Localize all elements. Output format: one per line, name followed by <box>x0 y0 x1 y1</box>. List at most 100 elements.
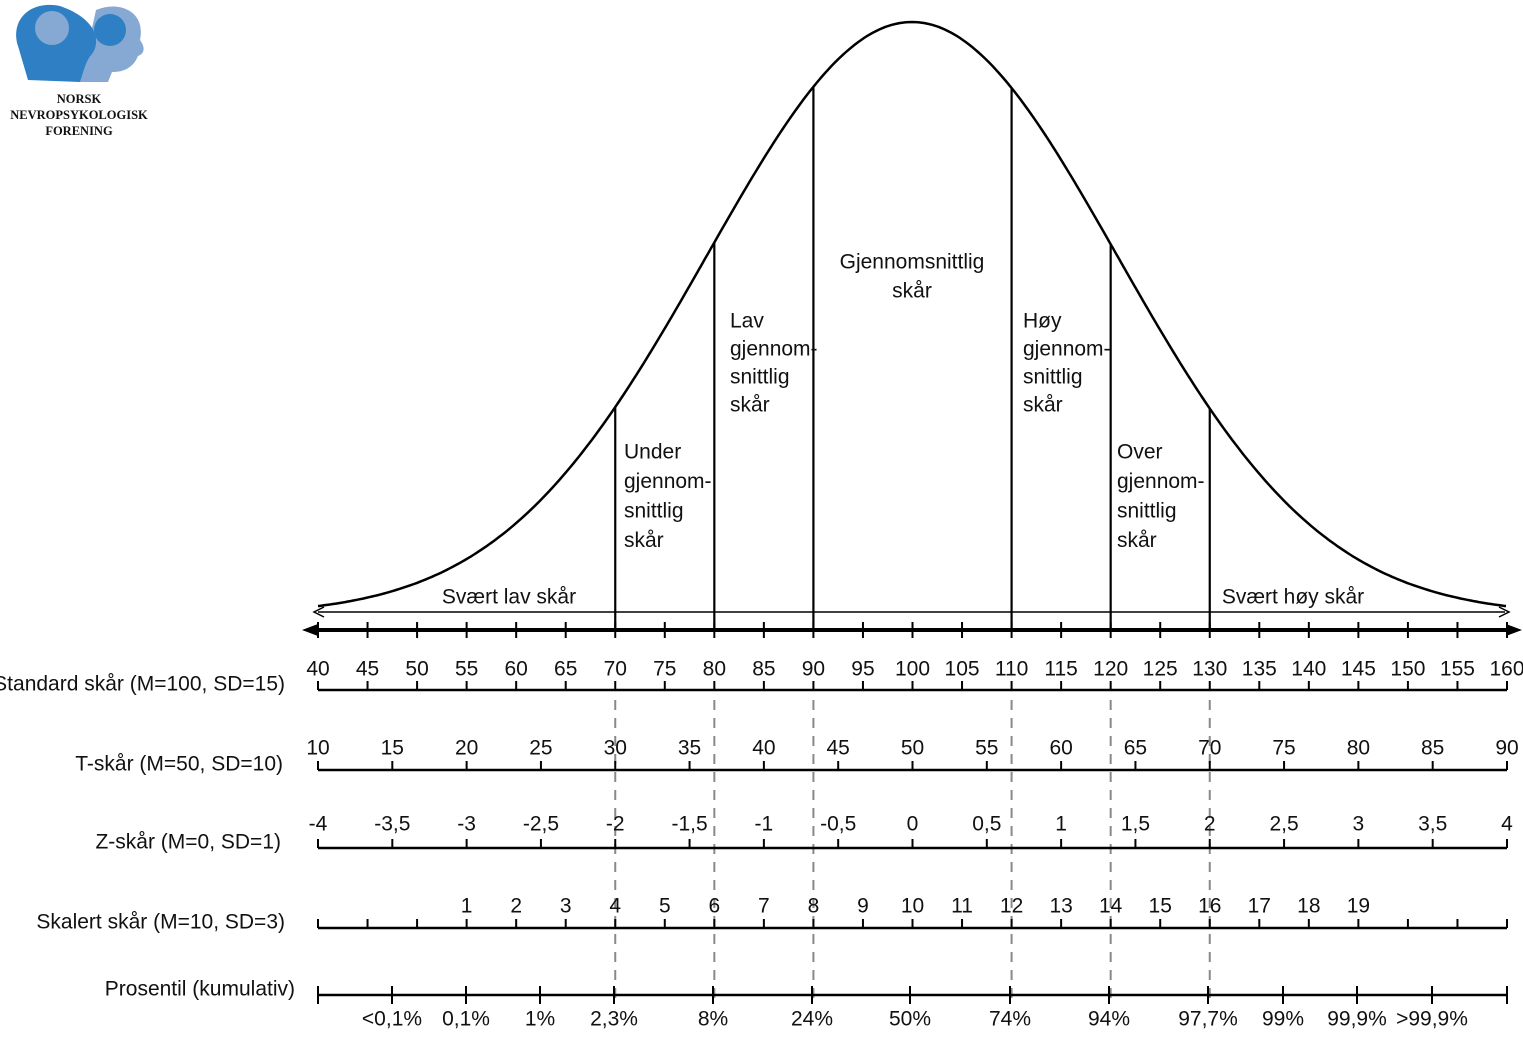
scale-tick-label: 140 <box>1291 658 1326 681</box>
scale-tick-label: 3 <box>1353 813 1365 836</box>
arrow-head <box>1506 624 1522 636</box>
scale-tick-label: 35 <box>678 737 701 760</box>
region-label: skår <box>1117 529 1157 552</box>
logo-brain <box>35 11 69 45</box>
scale-tick-label: 4 <box>1501 813 1513 836</box>
scale-tick-label: 7 <box>758 895 770 918</box>
scale-tick-label: 110 <box>995 658 1028 681</box>
scale-tick-label: 70 <box>1198 737 1221 760</box>
scale-tick-label: 90 <box>1495 737 1518 760</box>
scale-tick-label: 30 <box>604 737 627 760</box>
region-label: Gjennomsnittlig <box>840 251 985 274</box>
scale-tick-label: 2 <box>1204 813 1216 836</box>
scale-tick-label: 1% <box>525 1008 555 1031</box>
scale-tick-label: 60 <box>504 658 527 681</box>
region-label: gjennom- <box>1023 338 1111 361</box>
logo-text: FORENING <box>45 124 113 138</box>
scale-tick-label: 9 <box>857 895 869 918</box>
region-label: Over <box>1117 441 1163 464</box>
scale-tick-label: 55 <box>975 737 998 760</box>
scale-tick-label: 50% <box>889 1008 931 1031</box>
scale-tick-label: 125 <box>1143 658 1178 681</box>
region-label: snittlig <box>1117 500 1177 523</box>
scale-tick-label: 40 <box>306 658 329 681</box>
scale-tick-label: 2,5 <box>1269 813 1298 836</box>
scale-tick-label: 75 <box>653 658 676 681</box>
scale-tick-label: 85 <box>1421 737 1444 760</box>
scale-tick-label: 11 <box>951 895 973 918</box>
region-label: Lav <box>730 310 764 333</box>
scale-tick-label: 15 <box>381 737 404 760</box>
region-label: gjennom- <box>730 338 818 361</box>
scale-tick-label: 105 <box>945 658 980 681</box>
scale-tick-label: 10 <box>306 737 329 760</box>
scale-tick-label: 75 <box>1272 737 1295 760</box>
scale-tick-label: 145 <box>1341 658 1376 681</box>
region-label: Svært lav skår <box>442 586 576 609</box>
scale-tick-label: 50 <box>901 737 924 760</box>
scale-tick-label: 45 <box>827 737 850 760</box>
scale-tick-label: 74% <box>989 1008 1031 1031</box>
region-label: snittlig <box>1023 366 1083 389</box>
scale-tick-label: 13 <box>1049 895 1072 918</box>
scale-tick-label: -2,5 <box>523 813 559 836</box>
scale-tick-label: 25 <box>529 737 552 760</box>
scale-tick-label: 130 <box>1192 658 1227 681</box>
scale-tick-label: 6 <box>708 895 720 918</box>
region-label: gjennom- <box>1117 470 1205 493</box>
scale-tick-label: 90 <box>802 658 825 681</box>
scale-tick-label: 1,5 <box>1121 813 1150 836</box>
arrow-head <box>312 606 325 618</box>
scale-tick-label: 65 <box>554 658 577 681</box>
scale-tick-label: 85 <box>752 658 775 681</box>
scale-tick-label: -0,5 <box>820 813 856 836</box>
scale-tick-label: 50 <box>405 658 428 681</box>
arrow-head <box>1498 606 1511 618</box>
scale-tick-label: 120 <box>1093 658 1128 681</box>
scale-tick-label: 45 <box>356 658 379 681</box>
scale-tick-label: -1,5 <box>671 813 707 836</box>
scale-tick-label: 100 <box>895 658 930 681</box>
scale-label: T-skår (M=50, SD=10) <box>75 753 283 776</box>
logo-brain <box>94 14 126 46</box>
logo-text: NORSK <box>57 92 102 106</box>
scale-label: Z-skår (M=0, SD=1) <box>95 831 281 854</box>
scale-tick-label: 3 <box>560 895 572 918</box>
region-label: snittlig <box>730 366 790 389</box>
scale-tick-label: 2,3% <box>590 1008 638 1031</box>
scale-tick-label: 80 <box>703 658 726 681</box>
scale-tick-label: -4 <box>309 813 328 836</box>
scale-tick-label: 55 <box>455 658 478 681</box>
scale-label: Prosentil (kumulativ) <box>105 978 295 1001</box>
region-label: skår <box>624 529 664 552</box>
scale-tick-label: 5 <box>659 895 671 918</box>
region-label: gjennom- <box>624 470 712 493</box>
region-label: skår <box>730 394 770 417</box>
region-label: snittlig <box>624 500 684 523</box>
scale-tick-label: 95 <box>851 658 874 681</box>
scale-tick-label: 19 <box>1347 895 1370 918</box>
scale-tick-label: 3,5 <box>1418 813 1447 836</box>
scale-tick-label: -2 <box>606 813 625 836</box>
scale-tick-label: 12 <box>1000 895 1023 918</box>
scale-tick-label: -3 <box>457 813 476 836</box>
scale-tick-label: 1 <box>1055 813 1067 836</box>
region-label: skår <box>892 280 932 303</box>
bell-curve <box>317 20 1507 608</box>
scale-label: Standard skår (M=100, SD=15) <box>0 673 285 696</box>
region-label: Svært høy skår <box>1222 586 1364 609</box>
scale-tick-label: 99,9% <box>1327 1008 1387 1031</box>
scale-tick-label: 20 <box>455 737 478 760</box>
scale-tick-label: 155 <box>1440 658 1475 681</box>
scale-tick-label: 8% <box>698 1008 728 1031</box>
region-label: Høy <box>1023 310 1062 333</box>
scale-tick-label: 150 <box>1390 658 1425 681</box>
scale-tick-label: 80 <box>1347 737 1370 760</box>
scale-tick-label: 8 <box>808 895 820 918</box>
scale-tick-label: 10 <box>901 895 924 918</box>
scale-tick-label: 65 <box>1124 737 1147 760</box>
logo: NORSK NEVROPSYKOLOGISK FORENING <box>10 4 148 138</box>
scale-tick-label: 99% <box>1262 1008 1304 1031</box>
scale-tick-label: 160 <box>1489 658 1523 681</box>
